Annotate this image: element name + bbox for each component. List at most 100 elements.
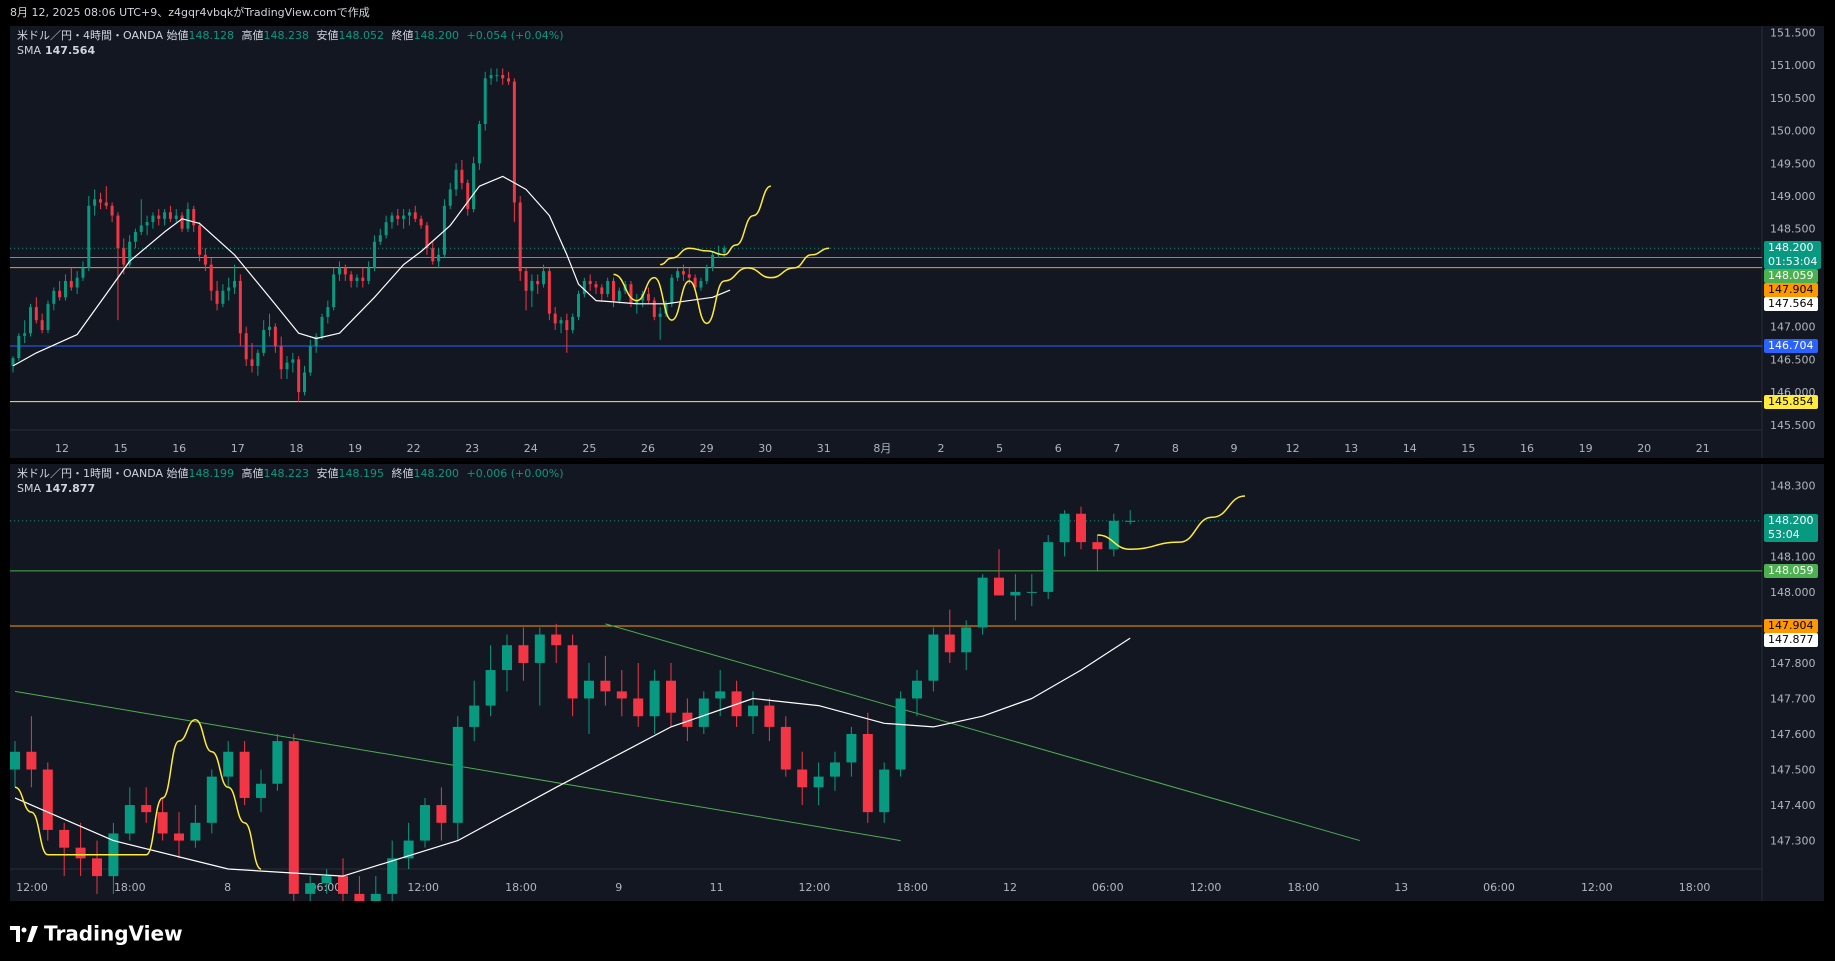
brand-name: TradingView <box>44 921 183 946</box>
x-tick-label: 18:00 <box>114 881 146 894</box>
candle-body <box>98 199 102 203</box>
candle <box>994 549 1004 596</box>
candle-body <box>748 705 758 717</box>
price-tag: 148.200 53:04 <box>1764 513 1818 542</box>
legend-open: 148.199 <box>188 467 235 480</box>
candle-body <box>530 280 534 291</box>
candle <box>239 741 250 806</box>
candle-body <box>92 858 102 877</box>
candle-body <box>221 290 225 304</box>
candle <box>354 876 365 901</box>
candle <box>52 287 56 311</box>
x-tick-label: 2 <box>938 442 945 455</box>
candle-body <box>600 680 611 692</box>
candle-body <box>830 762 840 777</box>
chart-1h-canvas[interactable]: 147.300 147.400 147.500 147.600 147.700 147.8… <box>10 464 1824 901</box>
candle-body <box>122 248 126 265</box>
candle-body <box>116 215 120 249</box>
candle <box>326 300 330 324</box>
candle-body <box>658 313 662 317</box>
price-tag-value: 148.059 <box>1768 269 1814 283</box>
candle-body <box>354 893 365 901</box>
candle-body <box>268 326 272 330</box>
candle <box>437 248 441 268</box>
y-tick-label: 147.300 <box>1770 835 1816 848</box>
tradingview-brand[interactable]: TradingView <box>10 918 183 946</box>
price-tag-value: 147.564 <box>1768 297 1814 311</box>
candle <box>168 205 172 223</box>
legend-close-label: 終値 <box>391 467 414 480</box>
candle <box>1043 535 1054 599</box>
candle <box>387 840 398 901</box>
candle <box>617 287 621 304</box>
candle <box>367 261 371 285</box>
candle-body <box>961 627 972 653</box>
candle <box>157 797 168 841</box>
x-tick-label: 06:00 <box>1483 881 1515 894</box>
x-tick-label: 20 <box>1637 442 1651 455</box>
candle-body <box>314 336 318 347</box>
chart-pane-4h[interactable]: 145.500146.000146.500147.000147.500148.0… <box>10 26 1824 458</box>
attribution-header: 8月 12, 2025 08:06 UTC+9、z4gqr4vbqkがTradi… <box>10 6 370 19</box>
candle-body <box>209 264 213 291</box>
price-tag: 148.200 01:53:04 <box>1764 241 1822 270</box>
candle-body <box>454 169 458 190</box>
candle-body <box>1059 513 1070 543</box>
x-tick-label: 15 <box>1461 442 1475 455</box>
candle-body <box>472 163 476 210</box>
candle-body <box>616 691 627 699</box>
legend-open-label: 始値 <box>166 467 189 480</box>
chart-pane-1h[interactable]: 147.300 147.400 147.500 147.600 147.700 147.8… <box>10 464 1824 901</box>
legend-high: 148.238 <box>263 29 310 42</box>
legend-high-label: 高値 <box>241 29 264 42</box>
candle <box>652 297 656 321</box>
candle-body <box>372 241 376 268</box>
x-tick-label: 31 <box>817 442 831 455</box>
candle-body <box>250 359 254 366</box>
candle-body <box>534 634 545 663</box>
candle <box>452 716 463 841</box>
candle-body <box>571 316 575 330</box>
x-tick-label: 12:00 <box>1581 881 1613 894</box>
candle <box>699 277 703 291</box>
candle-body <box>780 726 791 770</box>
y-tick-label: 146.500 <box>1770 353 1816 366</box>
candle <box>483 71 487 131</box>
candle <box>797 751 808 806</box>
candle-body <box>437 254 441 262</box>
candle-body <box>676 271 680 278</box>
candle-body <box>370 893 381 901</box>
chart-4h-canvas[interactable]: 145.500146.000146.500147.000147.500148.0… <box>10 26 1824 458</box>
candle <box>59 822 70 877</box>
candle <box>355 274 359 288</box>
x-tick-label: 19 <box>348 442 362 455</box>
y-tick-label: 149.000 <box>1770 190 1816 203</box>
candle-body <box>452 726 463 823</box>
candle <box>190 805 201 848</box>
candle-body <box>145 222 149 226</box>
candle <box>830 751 840 791</box>
legend-sma-value: 147.564 <box>45 44 96 57</box>
candle <box>1092 535 1103 571</box>
candle-body <box>862 734 873 813</box>
candle-body <box>1092 542 1103 550</box>
candle-body <box>600 287 604 295</box>
candle-body <box>551 634 562 646</box>
candle <box>646 287 650 304</box>
price-tag: 146.704 <box>1764 339 1818 354</box>
x-tick-label: 19 <box>1579 442 1593 455</box>
candle <box>547 267 551 321</box>
x-tick-label: 18:00 <box>1288 881 1320 894</box>
x-tick-label: 15 <box>114 442 128 455</box>
candle <box>223 741 234 788</box>
candle <box>372 235 376 272</box>
candle-body <box>227 287 231 291</box>
candle-body <box>75 847 86 859</box>
candle-body <box>879 769 890 813</box>
candle-body <box>186 209 190 229</box>
candle <box>670 274 674 308</box>
candle-body <box>813 776 824 788</box>
price-tag-value: 148.059 <box>1768 563 1814 577</box>
forecast-drawing <box>1097 495 1246 551</box>
legend-low: 148.195 <box>338 467 385 480</box>
